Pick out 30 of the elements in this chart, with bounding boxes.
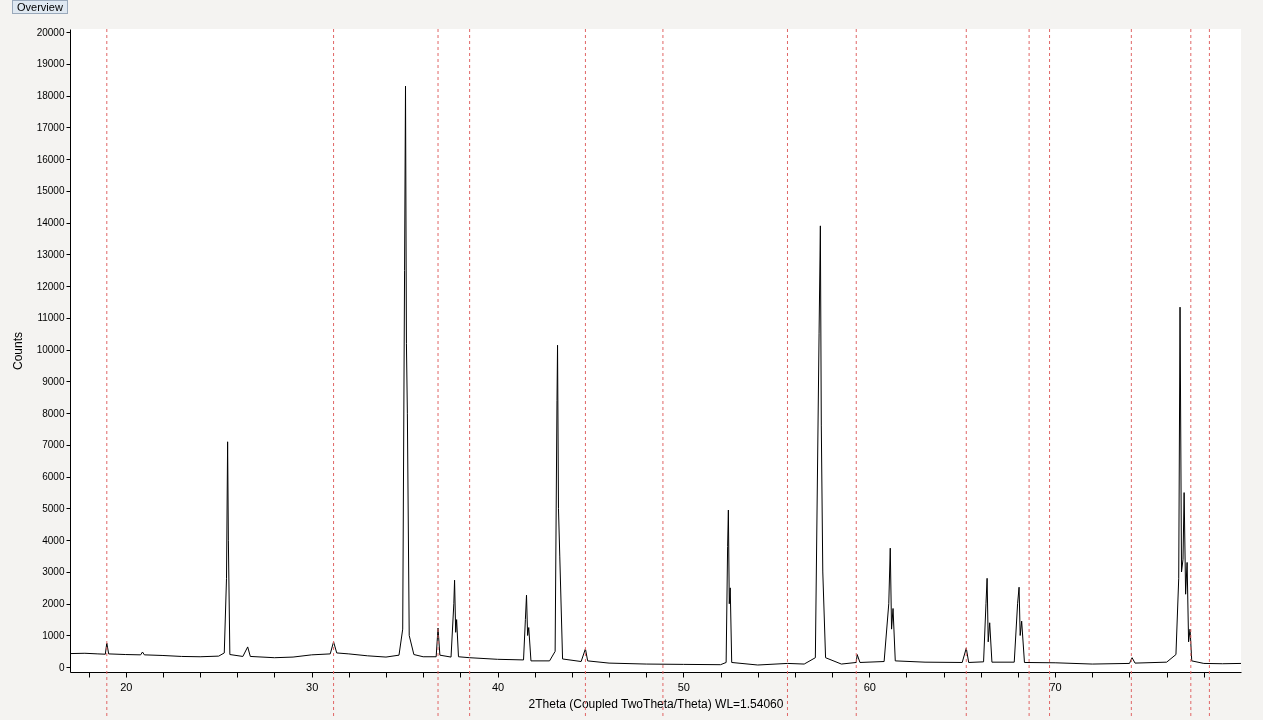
y-tick-label: 19000: [36, 58, 65, 70]
x-tick-label: 20: [120, 680, 133, 693]
y-tick-label: 15000: [36, 185, 65, 197]
x-axis-title: 2Theta (Coupled TwoTheta/Theta) WL=1.54060: [528, 696, 784, 711]
y-tick-label: 9000: [42, 375, 65, 387]
y-tick-label: 11000: [37, 312, 65, 324]
y-tick-label: 10000: [36, 344, 65, 356]
y-tick-label: 13000: [36, 248, 65, 260]
y-tick-label: 0: [58, 661, 65, 673]
y-tick-label: 14000: [36, 217, 65, 229]
y-tick-label: 3000: [42, 566, 65, 578]
y-tick-label: 17000: [36, 121, 65, 133]
y-tick-label: 8000: [42, 407, 65, 419]
x-tick-label: 70: [1049, 680, 1062, 693]
y-tick-label: 20000: [36, 26, 65, 38]
y-axis-title: Counts: [10, 331, 25, 371]
x-tick-label: 60: [863, 680, 876, 693]
y-tick-label: 5000: [42, 502, 65, 514]
x-tick-label: 40: [491, 680, 505, 693]
x-tick-label: 30: [306, 680, 319, 693]
y-tick-label: 4000: [42, 534, 65, 546]
y-tick-label: 16000: [36, 153, 65, 165]
y-tick-label: 7000: [42, 439, 65, 451]
y-tick-label: 18000: [36, 90, 65, 102]
y-tick-label: 12000: [36, 280, 65, 292]
x-tick-label: 50: [677, 680, 691, 693]
y-tick-label: 1000: [42, 629, 65, 641]
y-tick-label: 6000: [42, 471, 65, 483]
text: Overview: [12, 0, 68, 14]
y-tick-label: 2000: [42, 598, 65, 610]
